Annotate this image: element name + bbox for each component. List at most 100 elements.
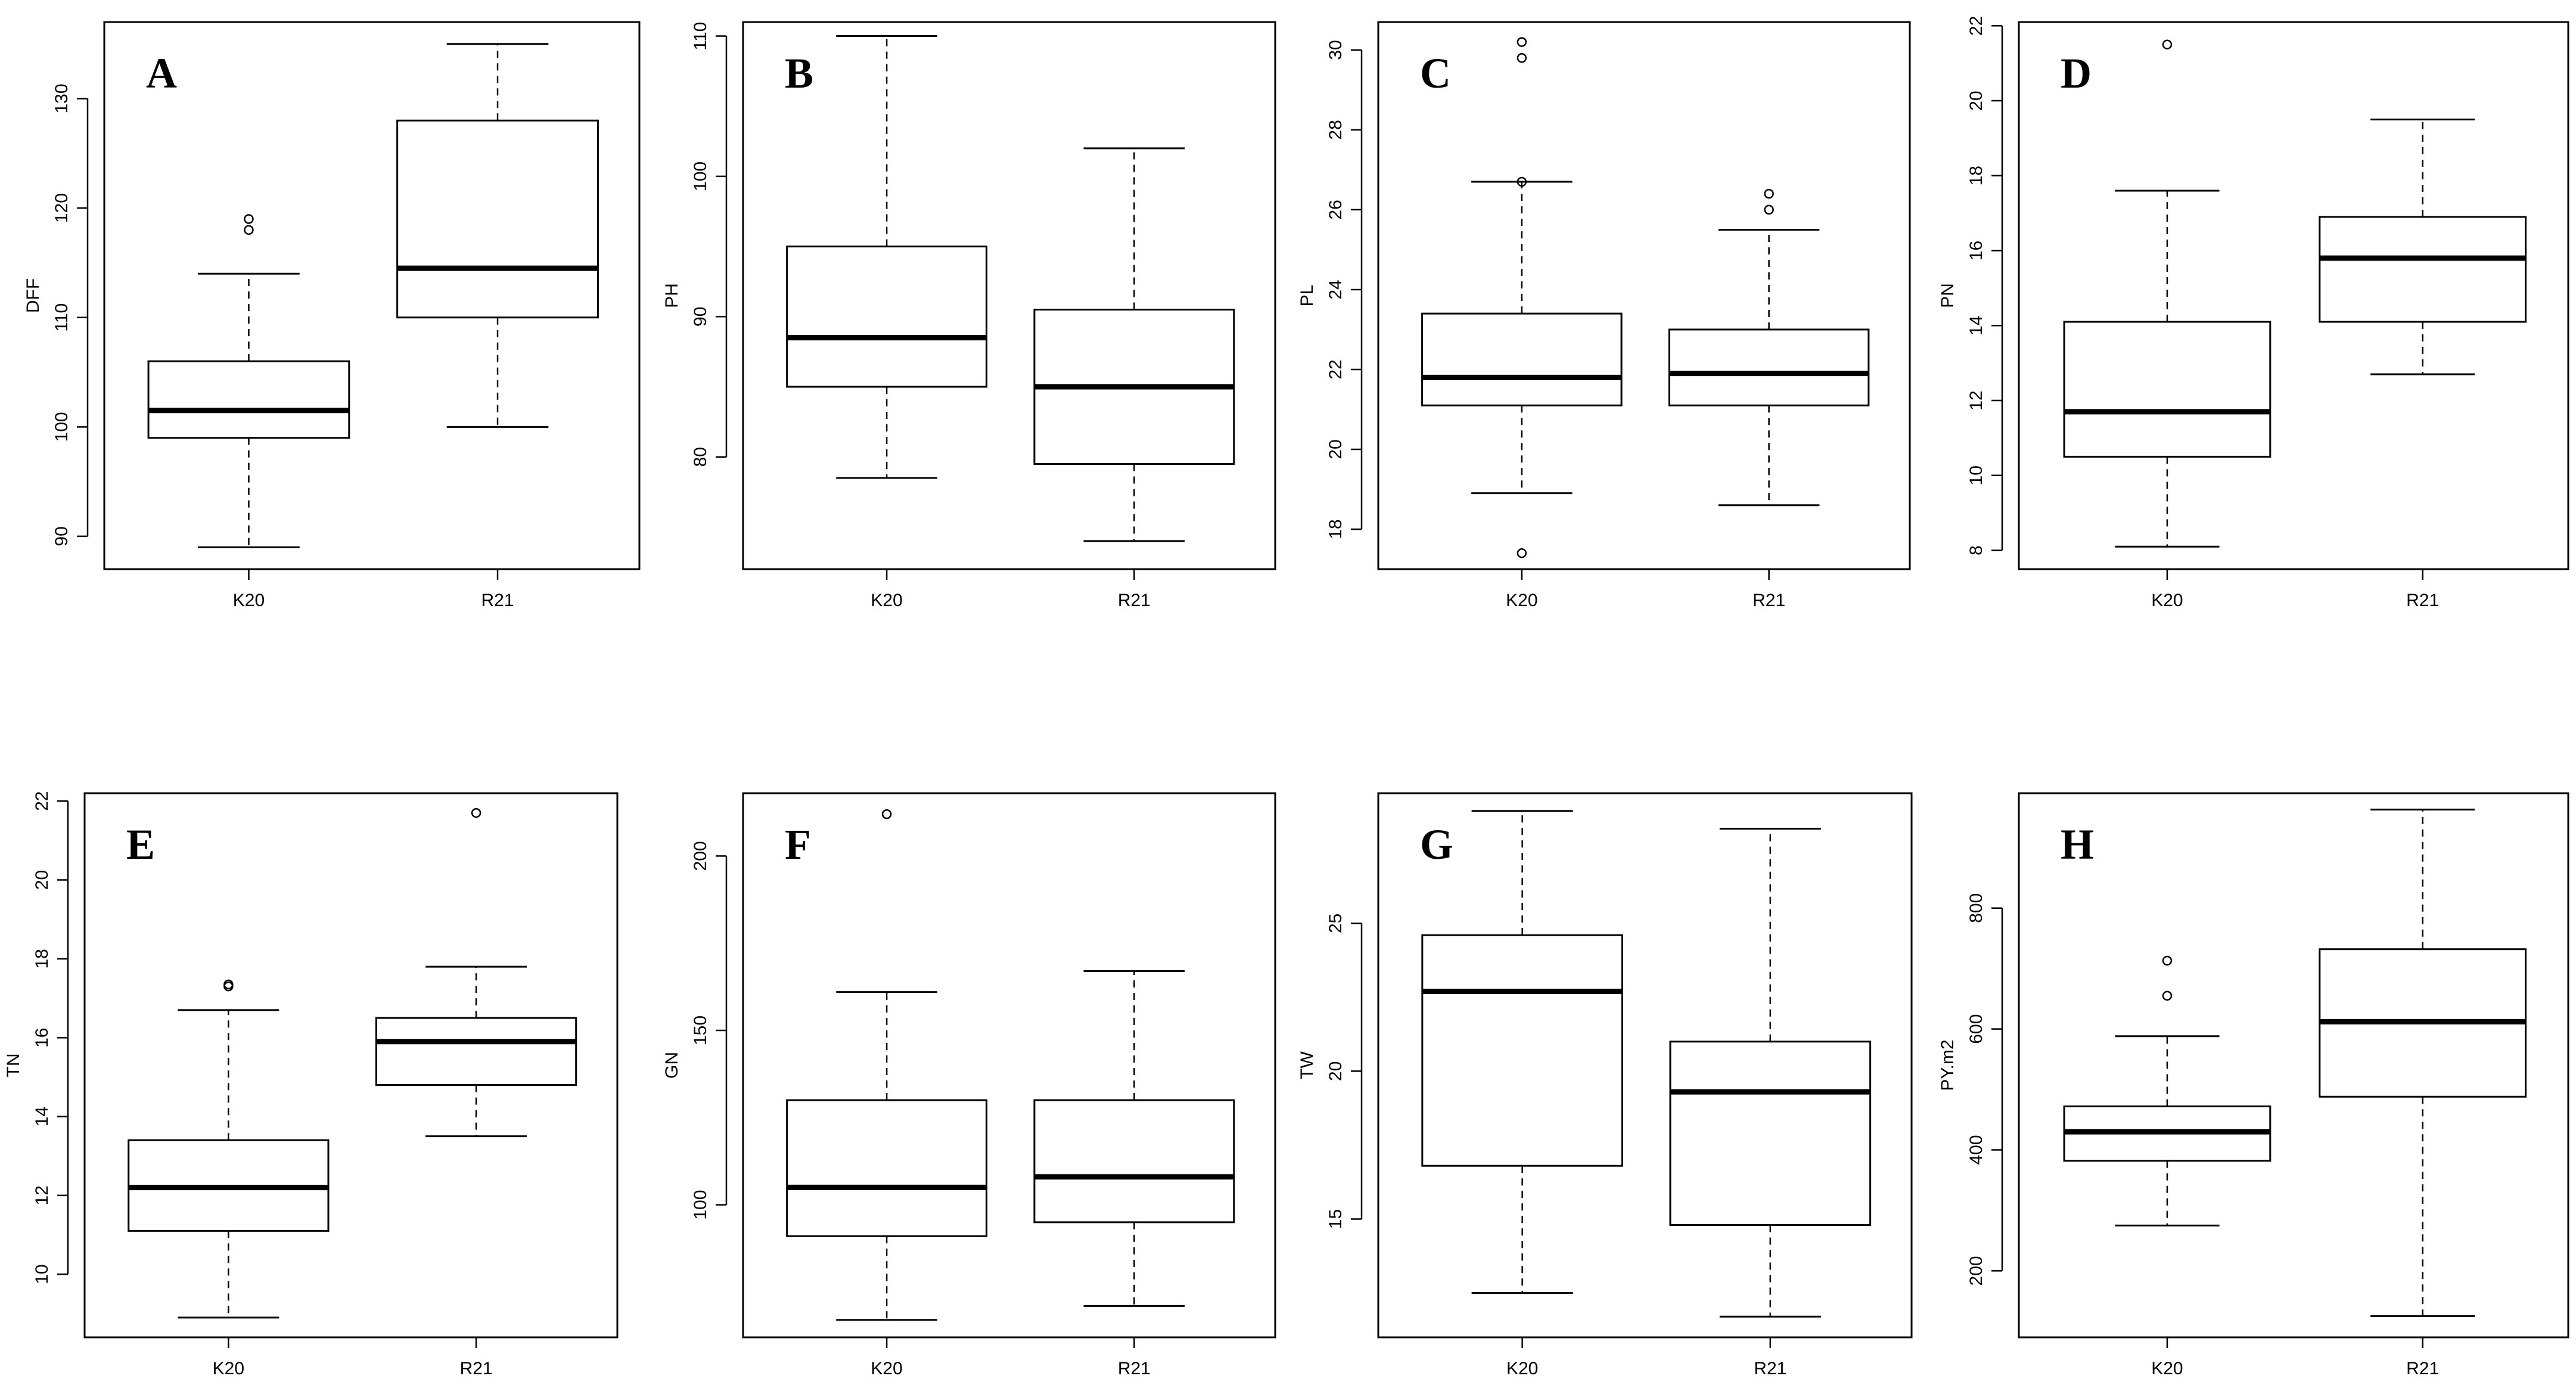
iqr-box <box>147 360 350 439</box>
plot-frame <box>742 792 1276 1339</box>
y-tick-label: 800 <box>1966 893 1986 923</box>
panel-g: G 15 20 25 TW K20 R21 <box>1297 792 1913 1378</box>
y-tick-label: 120 <box>52 193 72 223</box>
y-tick-label: 110 <box>691 22 710 51</box>
y-tick-label: 14 <box>32 1107 52 1126</box>
y-tick-label: 25 <box>1326 914 1346 933</box>
iqr-box <box>1668 328 1870 406</box>
box-k20 <box>786 809 988 1321</box>
y-tick-label: 30 <box>1326 40 1346 60</box>
x-tick-label: K20 <box>871 591 902 610</box>
box-r21 <box>1033 970 1235 1307</box>
panel-b: B 80 90 100 110 PH K20 R21 <box>662 21 1276 610</box>
box-k20 <box>147 214 350 548</box>
x-tick-label: K20 <box>233 591 265 610</box>
outlier-point <box>471 808 481 818</box>
panel-h: H 200 400 600 800 PY.m2 K20 R21 <box>1938 792 2569 1378</box>
y-tick-label: 22 <box>1966 16 1986 36</box>
iqr-box <box>786 246 988 388</box>
y-tick-label: 8 <box>1966 545 1986 555</box>
panel-a: A 90 100 110 120 130 DFF K20 R21 <box>23 21 641 610</box>
y-tick-label: 22 <box>1326 359 1346 379</box>
x-tick-label: R21 <box>1754 1359 1786 1378</box>
x-tick-label: R21 <box>460 1359 493 1378</box>
outlier-point <box>223 979 234 990</box>
box-k20 <box>786 35 988 479</box>
iqr-box <box>1669 1041 1872 1226</box>
y-axis-label: DFF <box>23 278 43 313</box>
x-tick-label: R21 <box>2406 591 2439 610</box>
panel-letter: F <box>785 821 811 868</box>
plot-frame <box>103 21 641 570</box>
y-tick-label: 16 <box>32 1028 52 1048</box>
box-r21 <box>375 808 577 1138</box>
iqr-box <box>375 1017 577 1086</box>
outlier-point <box>1517 53 1527 63</box>
y-tick-label: 150 <box>691 1016 710 1045</box>
y-tick-label: 600 <box>1966 1014 1986 1044</box>
y-tick-label: 20 <box>32 870 52 890</box>
x-tick-label: K20 <box>2151 591 2183 610</box>
panel-e: E 10 12 14 16 18 20 22 TN K20 R21 <box>4 791 619 1378</box>
y-tick-label: 12 <box>1966 390 1986 410</box>
panel-c: C 18 20 22 24 26 28 30 PL K20 R21 <box>1297 21 1911 610</box>
x-tick-label: R21 <box>1752 591 1785 610</box>
outlier-point <box>1517 548 1527 558</box>
box-r21 <box>396 43 599 428</box>
plot-frame <box>1377 792 1913 1339</box>
x-tick-label: R21 <box>1118 591 1151 610</box>
y-tick-label: 10 <box>32 1264 52 1284</box>
panel-letter: E <box>126 821 155 868</box>
plot-frame <box>2018 21 2569 570</box>
box-k20 <box>1421 810 1623 1294</box>
iqr-box <box>396 119 599 319</box>
x-tick-label: K20 <box>871 1359 902 1378</box>
iqr-box <box>2063 321 2272 458</box>
box-k20 <box>2063 39 2272 548</box>
panel-letter: H <box>2061 821 2094 868</box>
iqr-box <box>1421 934 1623 1167</box>
outlier-point <box>244 214 254 224</box>
y-axis-label: PY.m2 <box>1938 1039 1957 1091</box>
y-tick-label: 10 <box>1966 465 1986 485</box>
y-axis-label: PN <box>1938 283 1957 308</box>
y-tick-label: 200 <box>691 841 710 871</box>
outlier-point <box>1517 176 1527 187</box>
x-tick-label: R21 <box>481 591 514 610</box>
box-k20 <box>1421 37 1623 558</box>
plot-frame <box>742 21 1276 570</box>
y-tick-label: 18 <box>32 949 52 968</box>
y-tick-label: 12 <box>32 1185 52 1205</box>
y-tick-label: 90 <box>52 526 72 546</box>
x-tick-label: K20 <box>2151 1359 2183 1378</box>
y-tick-label: 24 <box>1326 280 1346 299</box>
y-axis-label: TN <box>4 1054 23 1077</box>
panel-d: D 8 10 12 14 16 18 20 22 PN K20 R21 <box>1938 16 2569 610</box>
y-axis-label: PH <box>662 283 682 308</box>
y-tick-label: 20 <box>1326 1061 1346 1081</box>
y-tick-label: 130 <box>52 83 72 113</box>
box-k20 <box>128 979 330 1319</box>
y-tick-label: 16 <box>1966 241 1986 260</box>
iqr-box <box>2319 216 2527 323</box>
y-tick-label: 80 <box>691 447 710 467</box>
y-tick-label: 18 <box>1966 166 1986 185</box>
outlier-point <box>881 809 892 819</box>
outlier-point <box>1764 204 1774 215</box>
x-tick-label: K20 <box>1506 591 1537 610</box>
outlier-point <box>1764 188 1774 199</box>
outlier-point <box>2162 955 2173 966</box>
y-tick-label: 110 <box>52 303 72 332</box>
y-tick-label: 400 <box>1966 1135 1986 1164</box>
outlier-point <box>2162 39 2173 49</box>
y-tick-label: 200 <box>1966 1256 1986 1285</box>
iqr-box <box>1033 1099 1235 1223</box>
outlier-point <box>244 225 254 235</box>
y-tick-label: 26 <box>1326 200 1346 219</box>
y-tick-label: 20 <box>1326 439 1346 459</box>
y-tick-label: 28 <box>1326 120 1346 139</box>
panel-letter: B <box>785 49 813 97</box>
x-tick-label: K20 <box>213 1359 244 1378</box>
box-r21 <box>2319 118 2527 375</box>
y-axis-label: GN <box>662 1052 682 1079</box>
